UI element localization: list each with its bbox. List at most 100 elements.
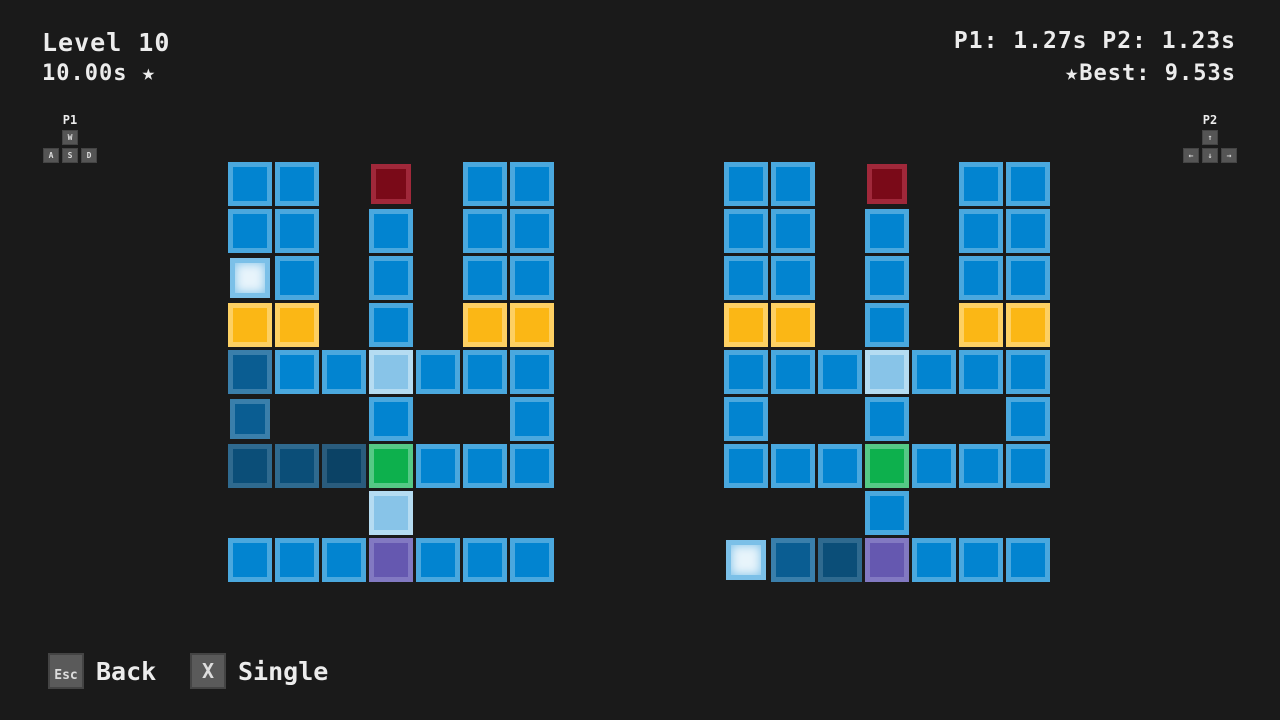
- blue-tile: [865, 209, 909, 253]
- blue-tile: [228, 209, 272, 253]
- visited-tile: [771, 538, 815, 582]
- target-time: 10.00s ★: [42, 61, 156, 86]
- esc-key-icon: Esc: [48, 653, 84, 689]
- green-tile: [865, 444, 909, 488]
- blue-tile: [510, 209, 554, 253]
- yellow-tile: [959, 303, 1003, 347]
- player-times: P1: 1.27s P2: 1.23s: [953, 28, 1236, 54]
- light-tile: [369, 350, 413, 394]
- p2-controls: P2 ↑ ← ↓ →: [1183, 113, 1237, 163]
- single-label: Single: [238, 656, 329, 686]
- arrow-left-key-icon: ←: [1183, 148, 1199, 163]
- blue-tile: [1006, 209, 1050, 253]
- light-tile: [369, 491, 413, 535]
- blue-tile: [865, 491, 909, 535]
- blue-tile: [275, 209, 319, 253]
- blue-tile: [228, 538, 272, 582]
- best-time: ★Best: 9.53s: [1065, 61, 1236, 86]
- blue-tile: [369, 209, 413, 253]
- player-tile: [726, 540, 766, 580]
- blue-tile: [959, 444, 1003, 488]
- red-goal-tile: [867, 164, 907, 204]
- blue-tile: [959, 538, 1003, 582]
- blue-tile: [771, 209, 815, 253]
- blue-tile: [865, 397, 909, 441]
- yellow-tile: [724, 303, 768, 347]
- blue-tile: [463, 162, 507, 206]
- blue-tile: [510, 162, 554, 206]
- blue-tile: [463, 256, 507, 300]
- blue-tile: [818, 350, 862, 394]
- blue-tile: [1006, 256, 1050, 300]
- arrow-down-key-icon: ↓: [1202, 148, 1218, 163]
- blue-tile: [510, 397, 554, 441]
- blue-tile: [1006, 444, 1050, 488]
- blue-tile: [724, 162, 768, 206]
- yellow-tile: [1006, 303, 1050, 347]
- yellow-tile: [275, 303, 319, 347]
- target-time-value: 10.00s: [42, 61, 128, 86]
- blue-tile: [510, 256, 554, 300]
- blue-tile: [416, 350, 460, 394]
- p1-label: P1: [62, 113, 78, 127]
- visited-tile: [230, 399, 270, 439]
- blue-tile: [818, 444, 862, 488]
- blue-tile: [369, 303, 413, 347]
- purple-tile: [865, 538, 909, 582]
- blue-tile: [724, 350, 768, 394]
- blue-tile: [275, 538, 319, 582]
- yellow-tile: [463, 303, 507, 347]
- blue-tile: [959, 256, 1003, 300]
- yellow-tile: [510, 303, 554, 347]
- yellow-tile: [771, 303, 815, 347]
- visited-tile: [228, 444, 272, 488]
- yellow-tile: [228, 303, 272, 347]
- blue-tile: [275, 162, 319, 206]
- key-s: S: [62, 148, 78, 163]
- single-button[interactable]: X Single: [190, 653, 328, 689]
- visited-tile: [275, 444, 319, 488]
- back-label: Back: [96, 656, 157, 686]
- blue-tile: [724, 444, 768, 488]
- blue-tile: [228, 162, 272, 206]
- blue-tile: [771, 444, 815, 488]
- blue-tile: [463, 350, 507, 394]
- blue-tile: [416, 538, 460, 582]
- blue-tile: [724, 256, 768, 300]
- visited-tile: [818, 538, 862, 582]
- blue-tile: [510, 538, 554, 582]
- key-w: W: [62, 130, 78, 145]
- blue-tile: [1006, 397, 1050, 441]
- best-time-value: Best: 9.53s: [1079, 61, 1236, 86]
- blue-tile: [369, 256, 413, 300]
- back-button[interactable]: Esc Back: [48, 653, 156, 689]
- key-d: D: [81, 148, 97, 163]
- blue-tile: [275, 256, 319, 300]
- p2-label: P2: [1202, 113, 1218, 127]
- blue-tile: [959, 162, 1003, 206]
- blue-tile: [959, 350, 1003, 394]
- blue-tile: [416, 444, 460, 488]
- blue-tile: [865, 303, 909, 347]
- blue-tile: [959, 209, 1003, 253]
- blue-tile: [724, 397, 768, 441]
- visited-tile: [228, 350, 272, 394]
- blue-tile: [369, 397, 413, 441]
- blue-tile: [463, 209, 507, 253]
- blue-tile: [463, 444, 507, 488]
- blue-tile: [724, 209, 768, 253]
- blue-tile: [865, 256, 909, 300]
- blue-tile: [771, 162, 815, 206]
- star-icon: ★: [141, 61, 156, 86]
- level-title: Level 10: [42, 28, 171, 57]
- light-tile: [865, 350, 909, 394]
- blue-tile: [510, 350, 554, 394]
- blue-tile: [912, 350, 956, 394]
- blue-tile: [1006, 162, 1050, 206]
- blue-tile: [322, 538, 366, 582]
- arrow-right-key-icon: →: [1221, 148, 1237, 163]
- blue-tile: [912, 538, 956, 582]
- purple-tile: [369, 538, 413, 582]
- star-icon: ★: [1065, 61, 1080, 86]
